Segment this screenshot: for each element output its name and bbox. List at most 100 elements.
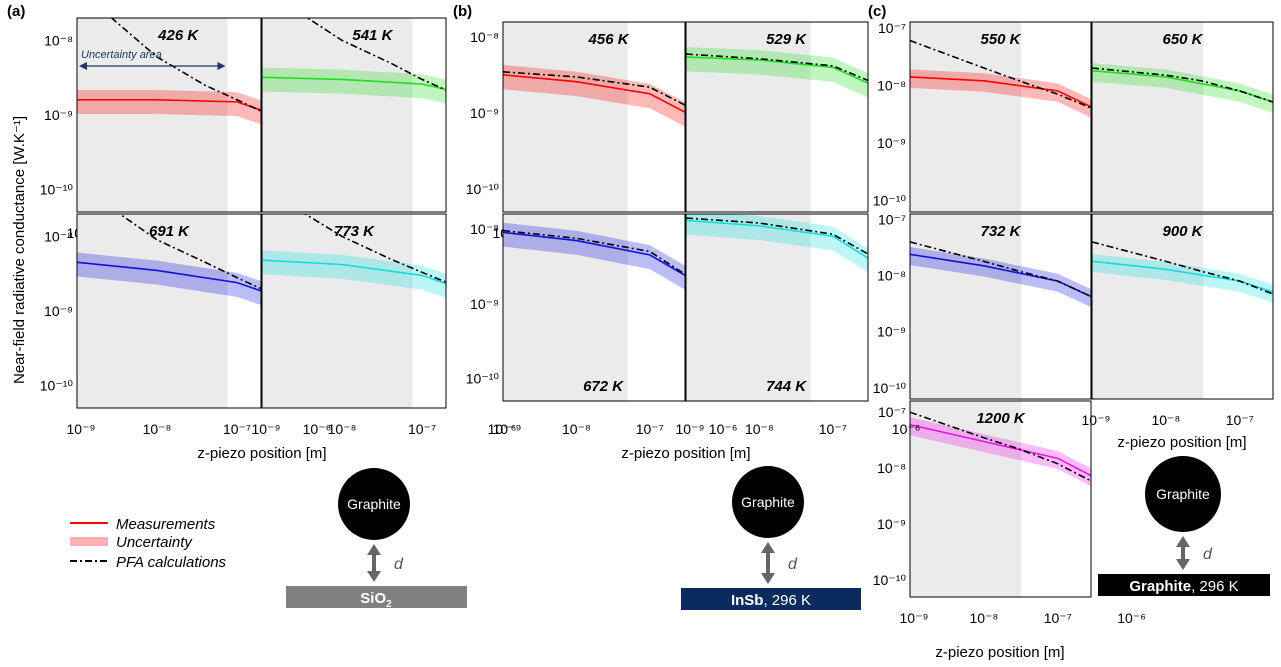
substrate-bar (286, 586, 467, 608)
y-tick-label: 10⁻⁸ (877, 268, 906, 284)
plot-frame (76, 17, 262, 213)
x-tick-label: 10⁻⁶ (303, 421, 332, 437)
panel-label: (c) (868, 3, 886, 20)
plot-frame (76, 213, 262, 409)
panel-title: 691 K (149, 223, 190, 240)
panel-title: 456 K (588, 31, 630, 48)
measurement-line (262, 76, 446, 91)
substrate-label: InSb, 296 K (731, 592, 811, 609)
x-axis-label-c-right: z-piezo position [m] (1117, 434, 1246, 451)
arrow-down-head (761, 573, 775, 584)
x-tick-label: 10⁻⁸ (143, 421, 172, 437)
panel-title: 650 K (1162, 31, 1203, 48)
x-tick-label: 10⁻⁹ (67, 421, 96, 437)
panel-title: 900 K (1162, 223, 1203, 240)
arrow-down-head (367, 571, 381, 582)
x-tick-label: 10⁻⁷ (636, 421, 664, 437)
uncertainty-band (77, 90, 261, 125)
y-tick-label: 10⁻⁸ (44, 228, 73, 244)
y-tick-label: 10⁻⁸ (877, 460, 906, 476)
y-tick-label: 10⁻⁸ (44, 32, 73, 48)
measurement-line (503, 231, 685, 277)
graphite-sphere (732, 466, 804, 538)
y-tick-label: 10⁻⁹ (470, 296, 499, 312)
measurement-line (77, 98, 261, 111)
measurement-line (686, 219, 868, 260)
x-tick-label: 10⁻⁸ (969, 610, 998, 626)
uncertainty-area (262, 18, 413, 212)
y-tick-label: 10⁻¹⁰ (873, 572, 907, 588)
gap-label: d (1203, 546, 1213, 563)
x-tick-label: 10⁻⁹ (900, 610, 929, 626)
legend-pfa: PFA calculations (116, 554, 227, 571)
plot-frame (1091, 21, 1274, 213)
sphere-label: Graphite (347, 496, 401, 512)
panel-2: 541 K (261, 17, 447, 213)
uncertainty-band (686, 214, 868, 273)
substrate-label: Graphite, 296 K (1129, 578, 1238, 595)
pfa-line (503, 229, 685, 276)
x-tick-label: 10⁻⁹ (252, 421, 281, 437)
legend-measurements: Measurements (116, 516, 216, 533)
y-tick-label: 10⁻⁹ (877, 135, 906, 151)
y-tick-label: 10⁻⁹ (877, 516, 906, 532)
arrow-down-head (1176, 559, 1190, 570)
uncertainty-band (910, 69, 1091, 118)
x-tick-label: 10⁻⁷ (408, 421, 436, 437)
plot-frame (502, 213, 686, 402)
uncertainty-area (910, 214, 1022, 399)
panel-title: 744 K (766, 378, 807, 395)
panel-7: 672 K 10⁻⁸ 10⁻⁹ 10⁻¹⁰ (466, 213, 686, 402)
uncertainty-area-label: Uncertainty area (81, 49, 162, 61)
plot-frame (909, 213, 1092, 400)
schematic-3: Graphite d Graphite, 296 K (1098, 456, 1270, 596)
panel-title: 426 K (157, 27, 199, 44)
schematic-2: Graphite d InSb, 296 K (681, 466, 861, 610)
x-axis-label-a: z-piezo position [m] (197, 445, 326, 462)
plot-frame (502, 21, 686, 213)
y-tick-label: 10⁻⁷ (878, 212, 906, 228)
uncertainty-area (686, 22, 811, 212)
y-tick-label: 10⁻⁹ (44, 303, 73, 319)
uncertainty-band (503, 222, 685, 290)
legend-uncertainty: Uncertainty (116, 534, 193, 551)
measurement-line (503, 74, 685, 114)
y-tick-label: 10⁻¹⁰ (873, 380, 907, 396)
y-tick-label: 10⁻¹⁰ (466, 181, 500, 197)
arrow-head-left (79, 62, 87, 70)
x-tick-label: 10⁻⁸ (1151, 412, 1180, 428)
panel-title: 773 K (334, 223, 375, 240)
panel-title: 529 K (766, 31, 807, 48)
arrow-up-head (367, 544, 381, 555)
uncertainty-band (503, 64, 685, 127)
pfa-line (1092, 241, 1273, 295)
panel-11: 732 K 10⁻⁷ 10⁻⁸ 10⁻⁹ 10⁻¹⁰ (873, 212, 1092, 400)
measurement-line (686, 56, 868, 85)
uncertainty-area (1092, 214, 1204, 399)
measurement-line (1092, 260, 1273, 293)
measurement-line (1092, 69, 1273, 103)
y-tick-label: 10⁻⁹ (877, 324, 906, 340)
x-tick-label: 10⁻⁶ (892, 421, 921, 437)
y-tick-label: 10⁻⁸ (470, 29, 499, 45)
panel-10: 650 K (1091, 21, 1274, 213)
pfa-line (910, 241, 1091, 298)
uncertainty-area (910, 22, 1022, 212)
sphere-label: Graphite (1156, 486, 1210, 502)
uncertainty-band (1092, 63, 1273, 114)
plot-frame (909, 400, 1092, 598)
uncertainty-area (77, 214, 228, 408)
x-tick-label: 10⁻⁶ (709, 421, 738, 437)
y-tick-label: 10⁻⁷ (878, 404, 906, 420)
substrate-bar (1098, 574, 1270, 596)
y-tick-label: 10⁻⁸ (470, 221, 499, 237)
x-tick-label: 10⁻⁷ (1044, 610, 1072, 626)
panel-title: 732 K (980, 223, 1021, 240)
uncertainty-band (262, 67, 446, 104)
x-tick-label: 10⁻⁹ (493, 421, 522, 437)
uncertainty-area (77, 18, 228, 212)
y-tick-label: 10⁻¹⁰ (466, 371, 500, 387)
x-tick-label: 10⁻⁶ (488, 421, 517, 437)
